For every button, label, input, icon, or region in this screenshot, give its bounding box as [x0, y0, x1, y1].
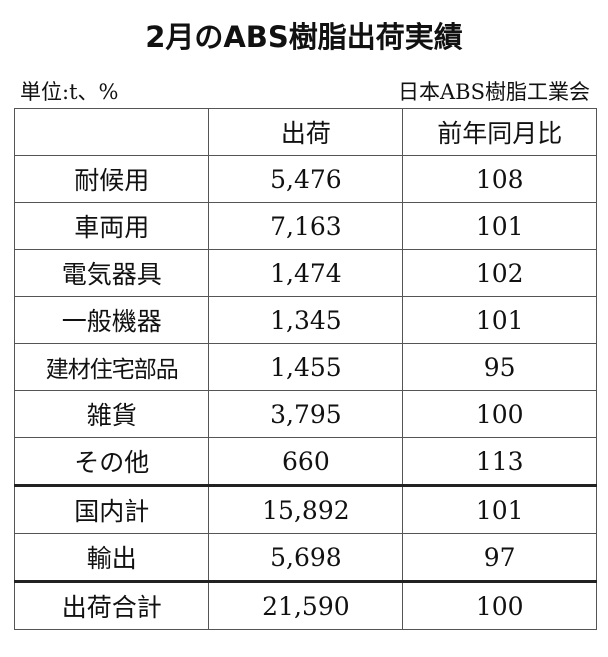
row-label: 建材住宅部品: [13, 343, 210, 391]
row-label: 一般機器: [13, 296, 210, 344]
shipment-cell: 3,795: [208, 390, 404, 438]
table-row: その他 660 113: [13, 437, 597, 486]
row-label: 出荷合計: [13, 580, 210, 630]
table-row: 建材住宅部品 1,455 95: [13, 343, 597, 391]
table-row: 雑貨 3,795 100: [13, 390, 597, 438]
row-label: 国内計: [13, 484, 210, 534]
shipment-cell: 1,474: [208, 249, 404, 297]
table-row: 輸出 5,698 97: [13, 533, 597, 582]
yoy-cell: 100: [402, 390, 597, 438]
shipment-table: 出荷 前年同月比 耐候用 5,476 108 車両用 7,163 101 電気器具 1,474…: [13, 108, 597, 630]
yoy-cell: 101: [402, 296, 597, 344]
shipment-cell: 660: [208, 437, 404, 486]
shipment-cell: 1,455: [208, 343, 404, 391]
page-title: 2月のABS樹脂出荷実績: [145, 20, 463, 54]
table-row: 電気器具 1,474 102: [13, 249, 597, 297]
yoy-cell: 113: [402, 437, 597, 486]
yoy-cell: 95: [402, 343, 597, 391]
shipment-cell: 21,590: [208, 580, 404, 630]
table-header-row: 出荷 前年同月比: [13, 108, 597, 156]
yoy-cell: 101: [402, 202, 597, 250]
yoy-cell: 100: [402, 580, 597, 630]
header-cell-empty: [13, 108, 210, 156]
shipment-cell: 5,698: [208, 533, 404, 582]
row-label: 雑貨: [13, 390, 210, 438]
shipment-cell: 15,892: [208, 484, 404, 534]
header-cell-shipment: 出荷: [208, 108, 404, 156]
unit-label: 単位:t、%: [20, 80, 119, 104]
table-row: 耐候用 5,476 108: [13, 155, 597, 203]
source-label: 日本ABS樹脂工業会: [398, 80, 590, 104]
yoy-cell: 108: [402, 155, 597, 203]
table-row: 出荷合計 21,590 100: [13, 580, 597, 630]
table-row: 国内計 15,892 101: [13, 484, 597, 534]
row-label: 車両用: [13, 202, 210, 250]
shipment-cell: 5,476: [208, 155, 404, 203]
table-row: 一般機器 1,345 101: [13, 296, 597, 344]
shipment-cell: 7,163: [208, 202, 404, 250]
shipment-cell: 1,345: [208, 296, 404, 344]
yoy-cell: 101: [402, 484, 597, 534]
yoy-cell: 97: [402, 533, 597, 582]
row-label: 耐候用: [13, 155, 210, 203]
header-cell-yoy: 前年同月比: [402, 108, 597, 156]
row-label: その他: [13, 437, 210, 486]
table-row: 車両用 7,163 101: [13, 202, 597, 250]
row-label: 輸出: [13, 533, 210, 582]
yoy-cell: 102: [402, 249, 597, 297]
row-label: 電気器具: [13, 249, 210, 297]
